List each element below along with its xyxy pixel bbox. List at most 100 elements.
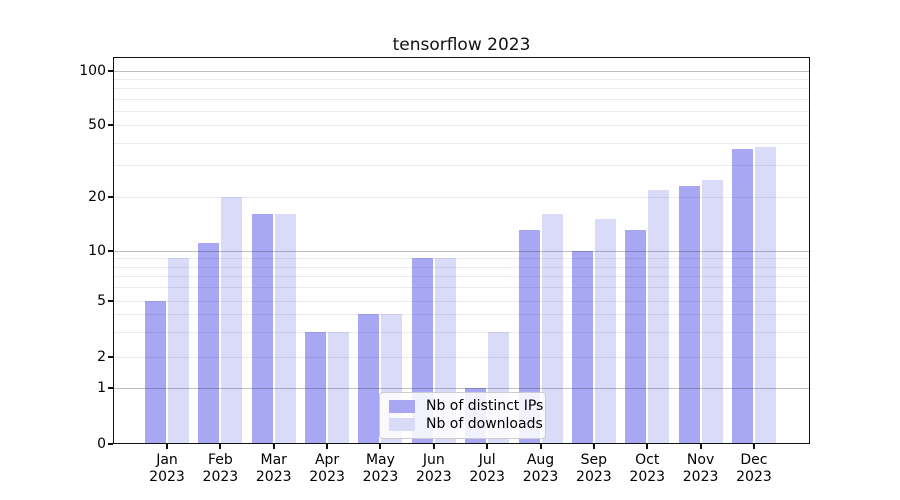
x-tick-label-may: May 2023 <box>347 452 413 486</box>
bar-distinct-ips-sep <box>571 250 593 444</box>
y-tick-label-0: 0 <box>97 435 106 452</box>
legend-item-downloads: Nb of downloads <box>389 417 543 432</box>
bar-downloads-mar <box>274 214 296 444</box>
gridline-minor-9 <box>113 258 810 260</box>
x-tick-label-oct: Oct 2023 <box>614 452 680 486</box>
y-tick-5 <box>108 299 113 302</box>
x-tick-dec <box>752 444 755 449</box>
x-tick-month: Nov <box>686 452 715 468</box>
x-tick-may <box>379 444 382 449</box>
y-tick-label-100: 100 <box>79 63 106 79</box>
x-tick-year: 2023 <box>682 469 719 485</box>
x-tick-year: 2023 <box>362 469 399 485</box>
y-tick-100 <box>108 70 113 72</box>
y-tick-label-5: 5 <box>97 292 106 309</box>
x-tick-year: 2023 <box>736 469 772 485</box>
x-tick-label-jul: Jul 2023 <box>454 452 520 486</box>
x-tick-jul <box>486 444 489 449</box>
x-tick-apr <box>326 444 329 449</box>
x-tick-label-dec: Dec 2023 <box>721 452 787 486</box>
x-tick-year: 2023 <box>469 469 505 485</box>
gridline-minor-40 <box>113 142 810 144</box>
gridline-minor-90 <box>113 79 810 81</box>
x-tick-month: Dec <box>740 452 768 468</box>
x-tick-jan <box>166 444 168 449</box>
x-tick-month: Apr <box>314 452 340 468</box>
legend-item-distinct-ips: Nb of distinct IPs <box>389 399 543 414</box>
x-tick-month: Jan <box>156 452 178 468</box>
bar-distinct-ips-aug <box>518 230 540 444</box>
gridline-minor-50 <box>113 125 810 126</box>
x-tick-oct <box>646 444 649 449</box>
gridline-minor-7 <box>113 276 810 278</box>
x-tick-label-sep: Sep 2023 <box>561 452 627 486</box>
y-tick-2 <box>108 356 113 358</box>
gridline-minor-30 <box>113 165 810 167</box>
gridline-minor-2 <box>113 357 810 358</box>
gridline-minor-5 <box>113 300 810 302</box>
y-tick-0 <box>108 442 113 445</box>
gridline-minor-3 <box>113 331 810 333</box>
x-tick-label-feb: Feb 2023 <box>187 452 253 486</box>
x-tick-mar <box>272 444 275 449</box>
x-tick-month: Jul <box>478 452 496 468</box>
y-tick-label-50: 50 <box>88 117 106 133</box>
x-tick-label-jun: Jun 2023 <box>401 452 467 486</box>
gridline-major-10 <box>113 250 810 252</box>
bar-distinct-ips-may <box>358 314 380 444</box>
x-tick-jun <box>432 444 435 449</box>
x-tick-feb <box>219 444 222 449</box>
y-tick-1 <box>108 387 113 390</box>
x-tick-month: Mar <box>260 452 287 468</box>
x-tick-month: Sep <box>580 452 608 468</box>
gridline-major-100 <box>113 71 810 72</box>
x-tick-month: Feb <box>207 452 233 468</box>
bar-downloads-apr <box>328 332 350 444</box>
y-tick-label-10: 10 <box>88 242 106 259</box>
bar-distinct-ips-feb <box>198 243 220 444</box>
legend: Nb of distinct IPs Nb of downloads <box>379 392 546 439</box>
gridline-minor-6 <box>113 287 810 289</box>
x-tick-month: May <box>365 452 395 468</box>
gridline-minor-8 <box>113 266 810 268</box>
x-tick-label-jan: Jan 2023 <box>134 452 200 486</box>
x-tick-year: 2023 <box>415 469 452 485</box>
bar-distinct-ips-jan <box>145 300 166 444</box>
gridline-major-1 <box>113 388 810 390</box>
x-tick-label-apr: Apr 2023 <box>294 452 360 486</box>
x-tick-month: Jun <box>422 452 445 468</box>
legend-label-distinct-ips: Nb of distinct IPs <box>426 398 544 414</box>
bar-downloads-oct <box>648 189 670 444</box>
bar-downloads-feb <box>221 197 243 444</box>
y-tick-10 <box>108 249 113 252</box>
bar-distinct-ips-oct <box>625 230 647 444</box>
bar-distinct-ips-mar <box>251 214 273 444</box>
x-tick-month: Aug <box>526 452 555 468</box>
bar-distinct-ips-apr <box>305 332 327 444</box>
x-tick-year: 2023 <box>522 469 559 485</box>
chart-title: tensorflow 2023 <box>392 35 531 55</box>
plot-area <box>113 57 810 444</box>
x-tick-label-aug: Aug 2023 <box>508 452 574 486</box>
x-tick-year: 2023 <box>576 469 612 485</box>
bar-downloads-dec <box>754 146 776 444</box>
x-tick-year: 2023 <box>149 469 185 485</box>
bar-downloads-sep <box>594 219 616 444</box>
legend-label-downloads: Nb of downloads <box>426 416 543 432</box>
x-tick-sep <box>592 444 595 449</box>
y-tick-label-1: 1 <box>97 380 106 397</box>
gridline-minor-70 <box>113 98 810 100</box>
bar-downloads-aug <box>541 214 563 444</box>
x-tick-month: Oct <box>635 452 660 468</box>
bar-distinct-ips-nov <box>678 186 700 444</box>
gridline-minor-80 <box>113 88 810 90</box>
y-tick-20 <box>108 196 113 199</box>
x-tick-year: 2023 <box>309 469 345 485</box>
x-tick-year: 2023 <box>629 469 666 485</box>
bar-downloads-nov <box>701 179 723 444</box>
x-tick-label-nov: Nov 2023 <box>668 452 734 486</box>
x-tick-aug <box>539 444 542 449</box>
y-tick-label-2: 2 <box>97 349 106 365</box>
gridline-minor-20 <box>113 197 810 199</box>
